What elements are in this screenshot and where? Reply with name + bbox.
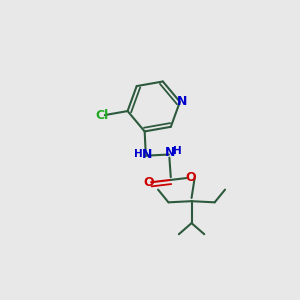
Text: N: N — [164, 146, 175, 159]
Text: N: N — [142, 148, 152, 160]
Text: Cl: Cl — [95, 109, 109, 122]
Text: H: H — [173, 146, 182, 156]
Text: O: O — [143, 176, 154, 189]
Text: N: N — [177, 95, 188, 108]
Text: O: O — [186, 171, 196, 184]
Text: H: H — [134, 149, 142, 159]
